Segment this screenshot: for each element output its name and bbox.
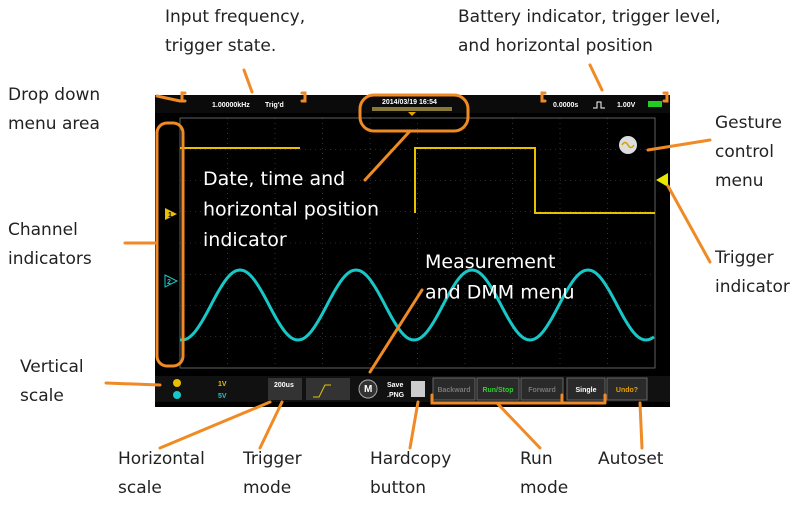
hardcopy-button[interactable] — [411, 381, 425, 397]
callout — [410, 402, 418, 448]
measure-label: M — [364, 384, 372, 395]
annotation: Date, time and — [203, 168, 345, 190]
annotation: Channel — [8, 220, 78, 240]
annotation: Trigger — [714, 248, 774, 268]
battery — [648, 101, 662, 107]
trigger-level: 1.00V — [617, 102, 636, 109]
annotation: Run — [520, 449, 553, 469]
horizontal-position: 0.0000s — [553, 102, 578, 109]
annotation: scale — [118, 478, 162, 498]
annotation: scale — [20, 386, 64, 406]
annotation: menu area — [8, 114, 100, 134]
run-buttons: Backward Run/Stop Forward Single Undo? — [433, 378, 647, 400]
annotation: Vertical — [20, 357, 84, 377]
annotation: control — [715, 142, 774, 162]
trigger-state: Trig'd — [265, 102, 284, 109]
save-label: Save — [387, 382, 403, 389]
annotation: indicator — [203, 229, 287, 251]
ch2-badge — [173, 391, 181, 399]
annotation: indicator — [715, 277, 790, 297]
annotation: Hardcopy — [370, 449, 451, 469]
annotation: mode — [243, 478, 291, 498]
annotation: Horizontal — [118, 449, 205, 469]
annotation: and DMM menu — [425, 282, 575, 304]
ch1-badge — [173, 379, 181, 387]
annotation: mode — [520, 478, 568, 498]
annotation: menu — [715, 171, 764, 191]
trigger-mode-button[interactable] — [306, 378, 350, 400]
position-bar — [372, 107, 452, 111]
callout — [106, 383, 160, 385]
run-button-label: Forward — [528, 387, 556, 394]
callout — [432, 395, 605, 448]
frequency: 1.00000kHz — [212, 102, 250, 109]
annotation: trigger state. — [165, 36, 276, 56]
annotation: Measurement — [425, 251, 555, 273]
callout — [160, 402, 270, 448]
callout — [668, 186, 710, 262]
ch2-marker-label: 2 — [167, 279, 171, 286]
save-format: .PNG — [387, 392, 405, 399]
annotation: Input frequency, — [165, 7, 305, 27]
annotation: horizontal position — [203, 199, 379, 221]
timebase: 200us — [274, 382, 294, 389]
annotation: Trigger — [242, 449, 302, 469]
annotation: Gesture — [715, 113, 782, 133]
annotation: Drop down — [8, 85, 100, 105]
ch2-scale: 5V — [218, 393, 227, 400]
run-button-label: Backward — [437, 387, 470, 394]
run-button-label: Run/Stop — [482, 387, 513, 394]
screen — [155, 95, 670, 407]
annotation: Autoset — [598, 449, 664, 469]
annotation: indicators — [8, 249, 92, 269]
run-button-label: Undo? — [616, 387, 638, 394]
ch1-scale: 1V — [218, 381, 227, 388]
annotation: Battery indicator, trigger level, — [458, 7, 721, 27]
annotation: and horizontal position — [458, 36, 653, 56]
annotation: button — [370, 478, 426, 498]
callout — [260, 402, 282, 448]
callout — [640, 403, 642, 448]
run-button-label: Single — [575, 387, 596, 394]
ch1-marker-label: 1 — [168, 212, 172, 219]
annotated-screenshot: 1.00000kHz Trig'd 2014/03/19 16:54 0.000… — [0, 0, 812, 508]
datetime: 2014/03/19 16:54 — [382, 99, 437, 106]
